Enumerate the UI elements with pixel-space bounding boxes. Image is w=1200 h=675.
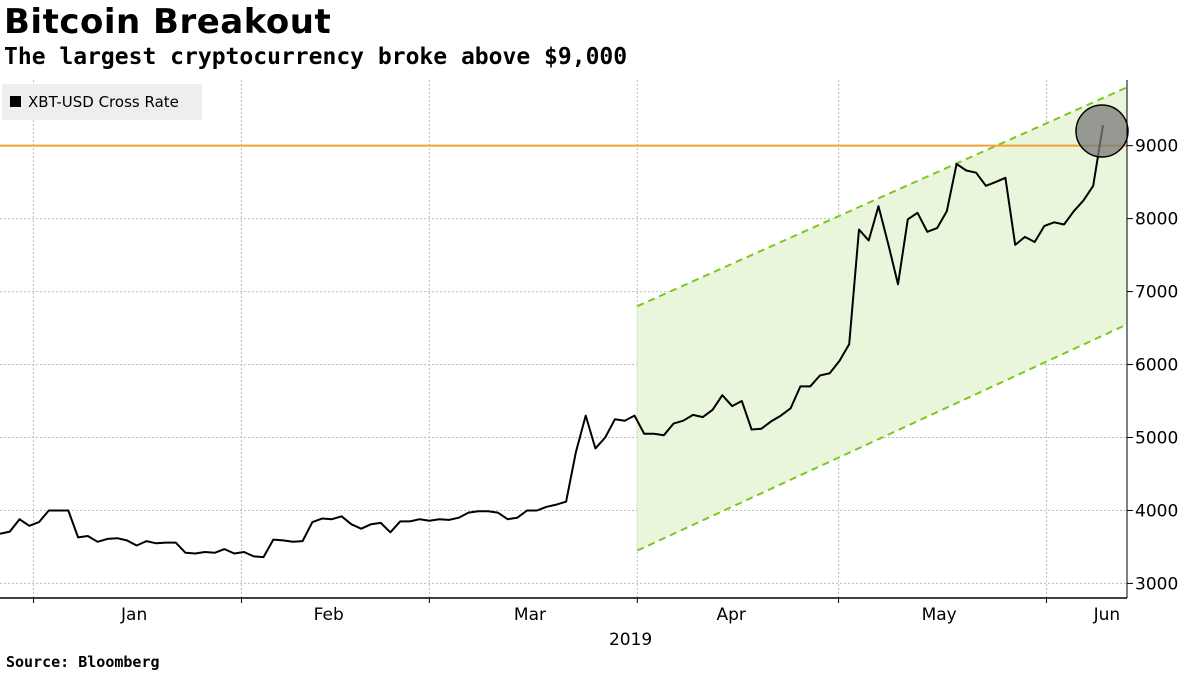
y-tick-label: 6000 [1135, 356, 1178, 376]
y-tick-label: 8000 [1135, 210, 1178, 230]
x-tick-label: Feb [314, 605, 344, 625]
series-line [0, 125, 1104, 559]
x-tick-label: Jun [1093, 605, 1121, 625]
x-tick-label: Apr [716, 605, 745, 625]
chart-title: Bitcoin Breakout [4, 2, 332, 42]
channel-lower-line [636, 323, 1128, 552]
channel-fill [637, 87, 1127, 551]
source-note: Source: Bloomberg [6, 653, 160, 671]
y-tick-label: 3000 [1135, 574, 1178, 594]
x-tick-label: Mar [514, 605, 546, 625]
trend-channel [636, 86, 1128, 552]
chart-subtitle: The largest cryptocurrency broke above $… [4, 44, 628, 70]
legend: XBT-USD Cross Rate [2, 84, 202, 120]
axes: 3000 4000 5000 6000 7000 8000 9000 Jan Feb Mar Apr… [0, 80, 1178, 650]
series-layer [0, 125, 1104, 559]
highlight-marker-group [1075, 104, 1129, 158]
legend-label: XBT-USD Cross Rate [28, 93, 179, 111]
y-tick-label: 4000 [1135, 501, 1178, 521]
y-tick-label: 9000 [1135, 137, 1178, 157]
x-tick-label: May [922, 605, 957, 625]
legend-swatch [10, 96, 21, 107]
x-axis-year-label: 2019 [609, 630, 652, 650]
highlight-marker [1075, 104, 1129, 158]
legend-box [2, 84, 202, 120]
chart-canvas: 3000 4000 5000 6000 7000 8000 9000 Jan Feb Mar Apr… [0, 80, 1178, 650]
x-tick-label: Jan [120, 605, 147, 625]
channel-upper-line [636, 86, 1128, 308]
y-tick-label: 7000 [1135, 283, 1178, 303]
y-tick-label: 5000 [1135, 428, 1178, 448]
